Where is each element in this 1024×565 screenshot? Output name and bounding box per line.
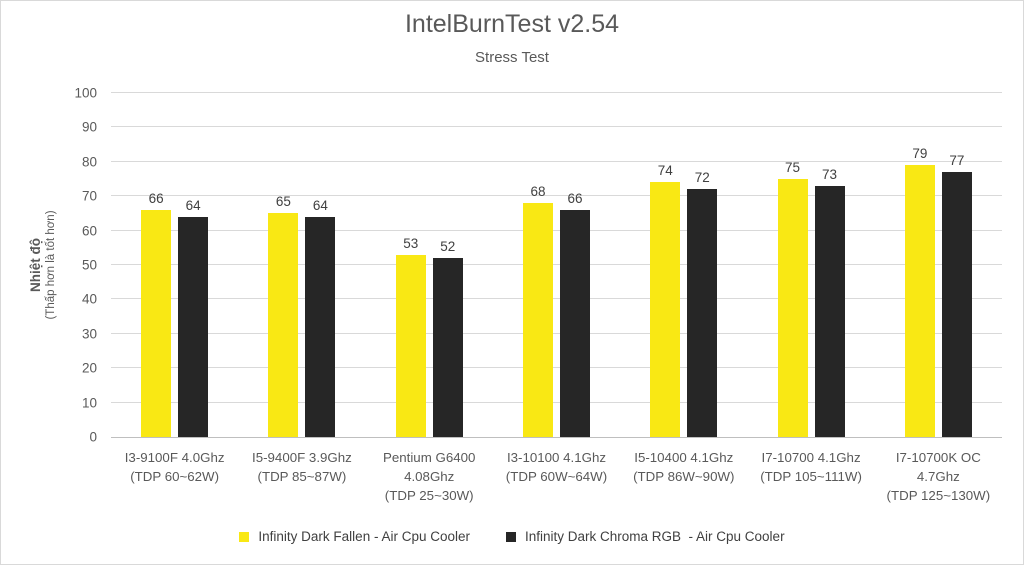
y-tick-label: 100 xyxy=(74,85,97,101)
chart-subtitle: Stress Test xyxy=(475,49,549,66)
x-category-label: I3-10100 4.1Ghz (TDP 60W~64W) xyxy=(505,450,608,484)
gridline xyxy=(111,401,1002,403)
bar xyxy=(650,182,681,437)
plot-area: 0 10 20 30 40 50 60 70 80 90 100 66 64 I3-9100F 4.0Gh… xyxy=(74,86,1002,503)
gridline xyxy=(111,367,1002,369)
bar xyxy=(687,189,718,437)
bar-value-label: 53 xyxy=(403,235,419,251)
x-category-label: I5-9400F 3.9Ghz (TDP 85~87W) xyxy=(252,450,352,484)
bar-value-label: 68 xyxy=(530,184,546,200)
bar xyxy=(777,179,808,437)
x-category-label: Pentium G6400 4.08Ghz (TDP 25~30W) xyxy=(383,450,476,503)
y-tick-label: 10 xyxy=(81,395,97,411)
legend-label-series1: Infinity Dark Fallen - Air Cpu Cooler xyxy=(258,529,470,544)
gridline xyxy=(111,298,1002,300)
bar-value-label: 66 xyxy=(148,190,164,206)
bar xyxy=(523,203,553,437)
legend-item-series2: Infinity Dark Chroma RGB - Air Cpu Coole… xyxy=(505,529,785,544)
bar-value-label: 79 xyxy=(912,146,928,162)
x-category-label: I5-10400 4.1Ghz (TDP 86W~90W) xyxy=(633,450,735,484)
bar xyxy=(904,165,935,437)
bar xyxy=(814,185,845,437)
y-axis-title: Nhiệt độ (Thấp hơn là tốt hơn) xyxy=(27,210,59,319)
gridline xyxy=(111,92,1002,93)
y-tick-label: 50 xyxy=(81,257,97,273)
bar xyxy=(432,258,463,437)
bar-value-label: 72 xyxy=(694,170,710,186)
y-tick-label: 60 xyxy=(81,223,97,239)
bar-value-label: 77 xyxy=(949,153,965,169)
bar xyxy=(178,216,209,437)
y-tick-label: 30 xyxy=(81,326,97,342)
legend-label-series2: Infinity Dark Chroma RGB - Air Cpu Coole… xyxy=(524,529,785,544)
y-tick-label: 70 xyxy=(81,188,97,204)
bar-value-label: 64 xyxy=(312,197,328,213)
x-category-label: I3-9100F 4.0Ghz (TDP 60~62W) xyxy=(124,450,225,484)
y-tick-label: 80 xyxy=(81,154,97,170)
bar-value-label: 52 xyxy=(440,239,456,255)
y-tick-label: 40 xyxy=(81,291,97,307)
bar xyxy=(305,216,336,437)
bar xyxy=(941,172,972,437)
bar-value-label: 65 xyxy=(275,194,291,210)
bar xyxy=(560,209,590,437)
x-category-label: I7-10700K OC 4.7Ghz (TDP 125~130W) xyxy=(886,450,991,503)
bar xyxy=(395,254,426,437)
gridline xyxy=(111,195,1002,197)
y-axis-title-text: Nhiệt độ xyxy=(28,238,43,292)
legend-swatch-yellow xyxy=(239,531,250,542)
bar-value-label: 64 xyxy=(185,197,201,213)
gridline xyxy=(111,332,1002,334)
y-tick-label: 20 xyxy=(81,360,97,376)
legend: Infinity Dark Fallen - Air Cpu Cooler In… xyxy=(1,529,1023,544)
gridline xyxy=(111,160,1002,162)
x-category-label: I7-10700 4.1Ghz (TDP 105~111W) xyxy=(760,450,862,484)
y-axis-title-note: (Thấp hơn là tốt hơn) xyxy=(45,210,57,320)
bar xyxy=(268,213,299,437)
bar-value-label: 73 xyxy=(822,166,838,182)
y-tick-label: 0 xyxy=(89,429,97,445)
bar-value-label: 74 xyxy=(657,163,673,179)
bar-value-label: 75 xyxy=(785,160,801,175)
gridline xyxy=(111,229,1002,231)
bar xyxy=(141,209,172,437)
legend-item-series1: Infinity Dark Fallen - Air Cpu Cooler xyxy=(239,529,470,544)
chart-title: IntelBurnTest v2.54 xyxy=(404,10,619,38)
gridline xyxy=(111,126,1002,128)
bar-value-label: 66 xyxy=(567,190,583,206)
gridline xyxy=(111,264,1002,265)
legend-swatch-black xyxy=(505,531,516,542)
y-tick-label: 90 xyxy=(81,119,97,135)
